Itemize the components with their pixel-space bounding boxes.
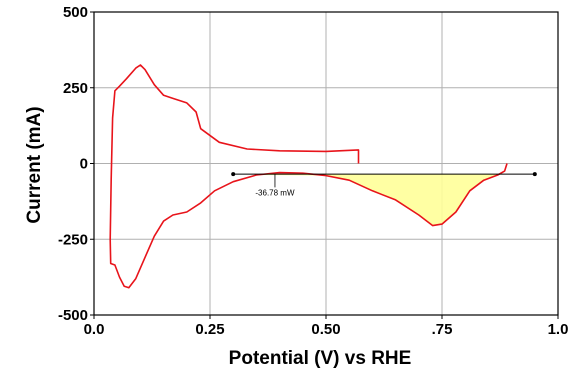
baseline-start-dot <box>231 172 236 177</box>
baseline-end-dot <box>532 172 537 177</box>
y-axis-title: Current (mA) <box>24 106 45 223</box>
x-tick-label: 0.0 <box>84 321 105 338</box>
axes-layer: 0.0 0.25 0.50 .75 1.0 -500 -250 0 250 500 <box>58 4 568 338</box>
curve-layer <box>109 64 508 289</box>
x-axis-title: Potential (V) vs RHE <box>229 348 412 369</box>
shaded-area-layer <box>256 174 505 226</box>
annotation-label: -36.78 mW <box>255 188 295 197</box>
x-tick-label: 0.50 <box>311 321 340 338</box>
x-tick-label: 1.0 <box>548 321 569 338</box>
x-tick-label: 0.25 <box>195 321 224 338</box>
x-tick-label: .75 <box>432 321 453 338</box>
annotation-layer: -36.78 mW <box>231 172 537 197</box>
grid-layer <box>94 12 558 315</box>
cv-curve <box>109 64 508 289</box>
y-tick-label: -250 <box>58 231 88 248</box>
y-tick-label: 0 <box>80 156 88 173</box>
y-tick-label: 500 <box>63 4 88 21</box>
y-tick-label: -500 <box>58 307 88 324</box>
y-tick-label: 250 <box>63 80 88 97</box>
shaded-power-area <box>256 174 505 226</box>
